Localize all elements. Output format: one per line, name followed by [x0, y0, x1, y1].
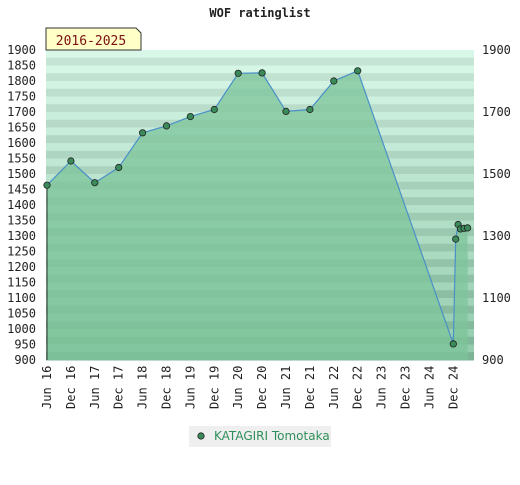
y-left-tick-label: 1000 — [7, 322, 36, 336]
x-tick-label: Dec 16 — [64, 366, 78, 409]
period-badge: 2016-2025 — [45, 27, 142, 51]
x-tick-label: Jun 20 — [231, 366, 245, 409]
data-point — [139, 129, 147, 137]
y-left-tick-label: 1050 — [7, 307, 36, 321]
y-left-tick-label: 1600 — [7, 136, 36, 150]
data-point — [210, 105, 218, 114]
y-left-tick-label: 1650 — [7, 121, 36, 135]
data-point — [354, 67, 362, 75]
x-tick-label: Jun 21 — [279, 366, 293, 409]
legend-marker — [197, 432, 205, 440]
y-left-tick-label: 1550 — [7, 152, 36, 166]
data-point — [43, 181, 51, 189]
y-right-tick-label: 1300 — [482, 229, 511, 243]
y-left-tick-label: 1500 — [7, 167, 36, 181]
x-tick-label: Dec 20 — [255, 366, 269, 409]
y-left-tick-label: 1100 — [7, 291, 36, 305]
data-point — [91, 179, 99, 187]
y-left-tick-label: 1450 — [7, 183, 36, 197]
rating-area — [47, 70, 468, 361]
x-tick-label: Jun 18 — [136, 366, 150, 409]
data-point — [306, 105, 314, 114]
x-tick-label: Jun 19 — [183, 366, 197, 409]
y-left-tick-label: 1850 — [7, 59, 36, 73]
data-point — [463, 224, 472, 232]
x-tick-label: Jun 22 — [327, 366, 341, 409]
legend-label: KATAGIRI Tomotaka — [214, 429, 330, 443]
data-point — [67, 157, 75, 165]
data-points — [43, 67, 472, 348]
data-point — [449, 340, 457, 348]
data-point — [186, 113, 194, 121]
x-tick-label: Jun 17 — [88, 366, 102, 409]
x-tick-label: Dec 19 — [207, 366, 221, 409]
period-label: 2016-2025 — [56, 34, 126, 49]
data-point — [452, 235, 460, 243]
y-left-tick-label: 1300 — [7, 229, 36, 243]
y-left-tick-label: 1700 — [7, 105, 36, 119]
x-tick-label: Dec 23 — [399, 366, 413, 409]
data-point — [115, 163, 123, 172]
data-point — [258, 69, 266, 77]
y-right-tick-label: 900 — [482, 353, 504, 367]
y-left-tick-label: 1250 — [7, 245, 36, 259]
data-point — [282, 107, 290, 116]
x-tick-label: Dec 24 — [446, 366, 460, 409]
y-left-tick-label: 900 — [14, 353, 36, 367]
x-tick-label: Dec 21 — [303, 366, 317, 409]
y-left-tick-label: 1900 — [7, 43, 36, 57]
legend[interactable]: KATAGIRI Tomotaka — [189, 426, 331, 447]
y-left-tick-label: 1200 — [7, 260, 36, 274]
x-tick-label: Dec 22 — [351, 366, 365, 409]
y-right-tick-label: 1700 — [482, 105, 511, 119]
x-tick-label: Dec 18 — [160, 366, 174, 409]
y-left-tick-label: 1350 — [7, 214, 36, 228]
y-right-tick-label: 1500 — [482, 167, 511, 181]
y-left-tick-label: 1800 — [7, 74, 36, 88]
y-left-tick-label: 950 — [14, 338, 36, 352]
chart-title: WOF ratinglist — [209, 6, 310, 20]
x-tick-label: Jun 24 — [422, 366, 436, 409]
right-axis-ticks: 900 1100 1300 1500 1700 1900 — [482, 43, 511, 367]
x-tick-label: Jun 16 — [40, 366, 54, 409]
x-tick-label: Dec 17 — [112, 366, 126, 409]
data-point — [234, 69, 242, 77]
y-left-tick-label: 1400 — [7, 198, 36, 212]
y-right-tick-label: 1100 — [482, 291, 511, 305]
y-left-tick-label: 1150 — [7, 276, 36, 290]
data-point — [162, 122, 171, 130]
data-point — [330, 77, 338, 85]
x-axis-ticks: Jun 16 Dec 16 Jun 17 Dec 17 Jun 18 Dec 18 Jun … — [40, 366, 460, 409]
y-left-tick-label: 1750 — [7, 90, 36, 104]
x-tick-label: Jun 23 — [375, 366, 389, 409]
y-right-tick-label: 1900 — [482, 43, 511, 57]
